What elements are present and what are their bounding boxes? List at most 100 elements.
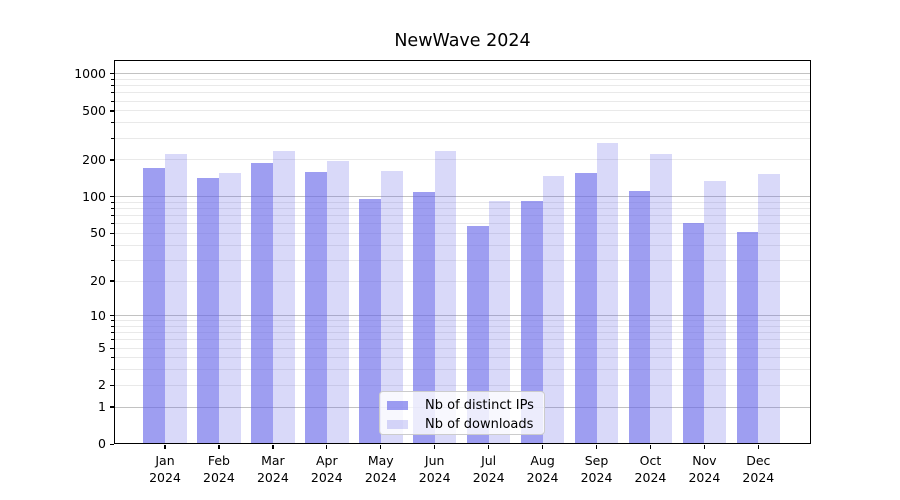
- y-tick: [109, 110, 114, 112]
- gridline-minor: [114, 223, 811, 225]
- bar-jan-distinct-ips: [143, 168, 165, 445]
- y-tick-minor: [111, 215, 114, 217]
- x-tick-label: Jun 2024: [418, 453, 451, 485]
- bar-may-distinct-ips: [358, 198, 381, 445]
- x-tick-label: Sep 2024: [580, 453, 613, 485]
- x-tick-label: Feb 2024: [203, 453, 235, 485]
- gridline-minor: [114, 244, 811, 246]
- gridline-minor: [114, 384, 811, 386]
- y-tick-minor: [111, 100, 114, 102]
- y-tick-label: 2: [98, 377, 106, 393]
- y-tick-minor: [111, 332, 114, 334]
- bar-dec-downloads: [758, 174, 781, 445]
- y-tick: [109, 73, 114, 75]
- bar-aug-downloads: [542, 175, 565, 445]
- bar-dec-distinct-ips: [736, 232, 759, 445]
- bar-sep-downloads: [596, 142, 619, 445]
- y-tick-minor: [111, 320, 114, 322]
- gridline-minor: [114, 92, 811, 94]
- bar-apr-downloads: [326, 160, 349, 445]
- y-tick-minor: [111, 208, 114, 210]
- bar-jul-downloads: [488, 201, 511, 445]
- y-tick: [109, 159, 114, 161]
- gridline-minor: [114, 347, 811, 349]
- y-tick-minor: [111, 122, 114, 124]
- x-tick-label: Nov 2024: [688, 453, 721, 485]
- y-tick-label: 100: [82, 188, 106, 204]
- y-tick: [109, 443, 114, 445]
- y-tick: [109, 232, 114, 235]
- y-tick-minor: [111, 357, 114, 359]
- bar-apr-distinct-ips: [305, 172, 327, 445]
- bar-jun-downloads: [434, 151, 457, 445]
- y-tick-minor: [111, 92, 114, 94]
- bar-aug-distinct-ips: [520, 200, 543, 445]
- y-tick-label: 1000: [74, 65, 106, 81]
- gridline-minor: [114, 100, 811, 102]
- chart-title: NewWave 2024: [394, 31, 531, 51]
- bar-nov-distinct-ips: [682, 222, 705, 445]
- x-tick: [164, 444, 166, 450]
- x-tick: [595, 444, 598, 450]
- gridline-minor: [114, 137, 811, 139]
- gridline-minor: [114, 280, 811, 282]
- x-tick: [541, 444, 544, 450]
- gridline-minor: [114, 85, 811, 87]
- legend: Nb of distinct IPs Nb of downloads: [379, 391, 545, 435]
- x-tick-label: May 2024: [364, 453, 397, 485]
- y-tick-label: 5: [98, 340, 106, 356]
- bar-oct-downloads: [650, 153, 673, 445]
- legend-item-downloads: Nb of downloads: [380, 415, 544, 434]
- gridline-major: [114, 73, 811, 75]
- bar-jan-downloads: [165, 154, 187, 445]
- x-tick: [757, 444, 759, 450]
- bar-sep-distinct-ips: [574, 173, 597, 445]
- y-tick: [109, 347, 114, 349]
- y-tick-minor: [111, 223, 114, 225]
- x-tick: [703, 444, 706, 450]
- gridline-minor: [114, 215, 811, 217]
- gridline-major: [114, 315, 811, 317]
- x-tick: [434, 444, 436, 450]
- gridline-minor: [114, 110, 811, 112]
- y-tick: [109, 384, 114, 387]
- y-tick-minor: [111, 325, 114, 327]
- y-tick-label: 10: [90, 307, 106, 323]
- legend-label-distinct-ips: Nb of distinct IPs: [425, 398, 534, 413]
- gridline-major: [114, 196, 811, 198]
- x-tick-label: Jan 2024: [149, 453, 181, 485]
- plot-area: [114, 60, 811, 445]
- y-tick-minor: [111, 78, 114, 80]
- legend-label-downloads: Nb of downloads: [425, 417, 534, 432]
- bar-mar-downloads: [272, 151, 295, 445]
- gridline-minor: [114, 325, 811, 327]
- y-tick-label: 500: [82, 102, 106, 118]
- bar-may-downloads: [380, 170, 403, 445]
- x-tick: [326, 444, 328, 450]
- x-tick: [218, 444, 220, 450]
- gridline-minor: [114, 208, 811, 210]
- x-tick-label: Oct 2024: [634, 453, 667, 485]
- gridline-minor: [114, 259, 811, 261]
- y-tick-minor: [111, 339, 114, 341]
- x-tick-label: Dec 2024: [742, 453, 775, 485]
- gridline-minor: [114, 159, 811, 161]
- y-tick: [109, 280, 114, 282]
- gridline-minor: [114, 339, 811, 341]
- legend-swatch-downloads: [387, 419, 408, 430]
- y-tick-label: 0: [98, 436, 106, 452]
- x-tick: [380, 444, 382, 450]
- x-tick-label: Mar 2024: [256, 453, 289, 485]
- x-tick-label: Apr 2024: [310, 453, 343, 485]
- legend-item-distinct-ips: Nb of distinct IPs: [380, 396, 544, 415]
- bar-jul-distinct-ips: [466, 225, 489, 445]
- x-tick-label: Jul 2024: [472, 453, 505, 485]
- gridline-minor: [114, 232, 811, 234]
- y-tick-label: 20: [90, 273, 106, 288]
- y-tick-label: 1: [98, 399, 106, 415]
- x-tick: [487, 444, 490, 450]
- bar-jun-distinct-ips: [412, 192, 435, 445]
- bar-feb-distinct-ips: [197, 178, 219, 445]
- y-tick-label: 200: [82, 151, 106, 167]
- y-tick: [109, 406, 114, 408]
